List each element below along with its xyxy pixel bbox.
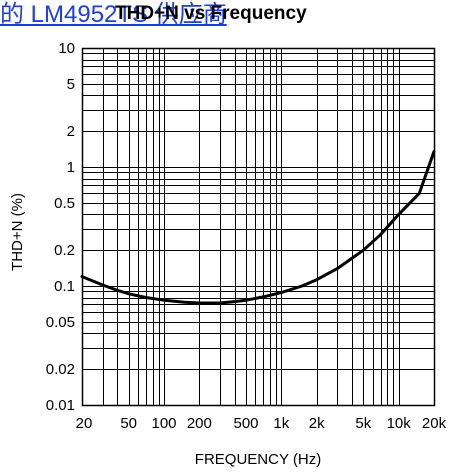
series-line [80,150,436,305]
x-tick-label: 5k [355,415,371,432]
plot-frame [81,47,436,407]
y-tick-label: 1 [67,159,75,176]
x-tick-labels: 20 50 100 200 500 1k 2k 5k 10k 20k [76,415,447,432]
x-axis-label: FREQUENCY (Hz) [195,451,321,468]
y-tick-labels: 10 5 2 1 0.5 0.2 0.1 0.05 0.02 0.01 [46,40,75,414]
x-tick-label: 10k [387,415,412,432]
y-tick-label: 5 [67,76,75,93]
y-tick-label: 0.01 [46,397,75,414]
y-tick-label: 0.02 [46,361,75,378]
y-tick-label: 10 [58,40,75,57]
x-tick-label: 50 [120,415,137,432]
y-axis-label: THD+N (%) [9,193,26,271]
x-tick-label: 20 [76,415,93,432]
y-tick-label: 2 [67,123,75,140]
chart-grid [81,47,436,407]
chart-title: THD+N vs Frequency [115,3,307,24]
y-tick-label: 0.1 [54,278,75,295]
x-tick-label: 2k [309,415,325,432]
x-tick-label: 20k [422,415,447,432]
x-tick-label: 200 [187,415,212,432]
link-text[interactable]: 的 LM4952TS 供应商 [0,1,227,28]
y-tick-label: 0.5 [54,195,75,212]
x-tick-label: 1k [273,415,289,432]
y-tick-label: 0.05 [46,314,75,331]
x-tick-label: 100 [151,415,176,432]
series-group [80,150,436,305]
x-tick-label: 500 [234,415,259,432]
y-tick-label: 0.2 [54,242,75,259]
